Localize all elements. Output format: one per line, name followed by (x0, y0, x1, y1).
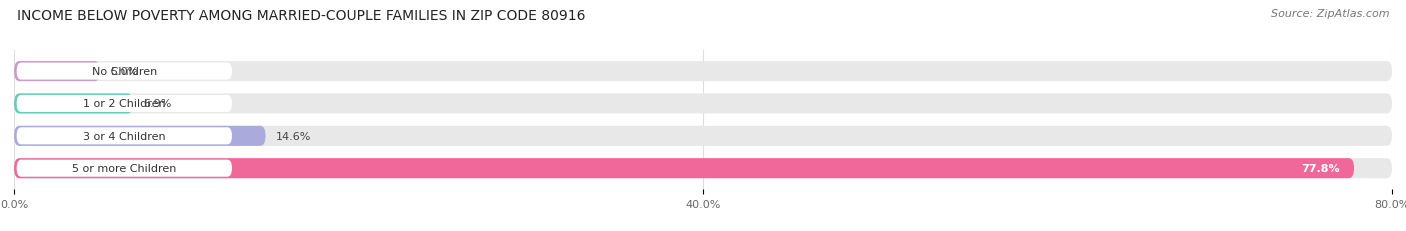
Text: 77.8%: 77.8% (1302, 164, 1340, 173)
FancyBboxPatch shape (14, 62, 1392, 82)
Text: No Children: No Children (91, 67, 157, 77)
Text: 14.6%: 14.6% (276, 131, 311, 141)
Text: Source: ZipAtlas.com: Source: ZipAtlas.com (1271, 9, 1389, 19)
FancyBboxPatch shape (14, 158, 1354, 179)
FancyBboxPatch shape (14, 126, 266, 146)
Text: 5 or more Children: 5 or more Children (72, 164, 177, 173)
Text: INCOME BELOW POVERTY AMONG MARRIED-COUPLE FAMILIES IN ZIP CODE 80916: INCOME BELOW POVERTY AMONG MARRIED-COUPL… (17, 9, 585, 23)
FancyBboxPatch shape (17, 160, 232, 177)
FancyBboxPatch shape (14, 94, 134, 114)
Text: 1 or 2 Children: 1 or 2 Children (83, 99, 166, 109)
FancyBboxPatch shape (14, 94, 1392, 114)
FancyBboxPatch shape (17, 95, 232, 112)
FancyBboxPatch shape (17, 128, 232, 145)
Text: 5.0%: 5.0% (111, 67, 139, 77)
FancyBboxPatch shape (14, 158, 1392, 179)
Text: 3 or 4 Children: 3 or 4 Children (83, 131, 166, 141)
FancyBboxPatch shape (14, 126, 1392, 146)
FancyBboxPatch shape (17, 63, 232, 80)
FancyBboxPatch shape (14, 62, 100, 82)
Text: 6.9%: 6.9% (143, 99, 172, 109)
